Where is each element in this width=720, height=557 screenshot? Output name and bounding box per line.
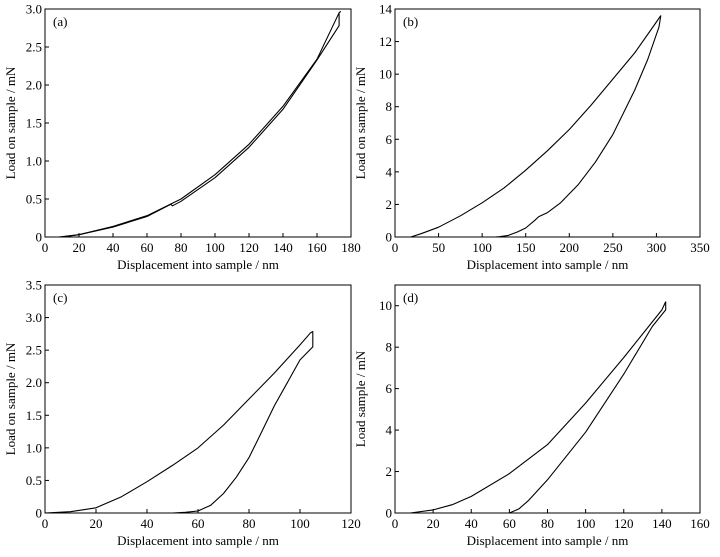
chart-4-unloading-curve	[509, 301, 667, 514]
chart-1-x-tick-label: 180	[341, 240, 361, 255]
chart-2-plot-frame	[394, 8, 701, 238]
chart-4-x-tick-label: 20	[427, 516, 440, 531]
chart-2-y-tick-label: 0	[386, 230, 393, 245]
chart-3-y-tick-label: 0.5	[26, 473, 42, 488]
chart-4-x-tick-label: 40	[465, 516, 478, 531]
chart-3-x-axis-title: Displacement into sample / nm	[117, 533, 279, 548]
chart-4-y-tick-label: 4	[386, 423, 393, 438]
chart-1-x-tick-label: 80	[175, 240, 188, 255]
chart-4-x-tick-label: 80	[541, 516, 554, 531]
chart-3-x-tick-label: 40	[141, 516, 154, 531]
chart-2-x-tick-label: 150	[516, 240, 536, 255]
chart-2-x-tick-label: 250	[603, 240, 623, 255]
chart-4-x-axis-title: Displacement into sample / nm	[467, 533, 629, 548]
chart-1-plot-frame	[44, 8, 352, 238]
chart-2-x-tick-label: 100	[472, 240, 492, 255]
chart-4-y-tick-label: 0	[386, 506, 393, 521]
chart-2-y-tick-label: 2	[386, 197, 393, 212]
chart-1-x-tick-label: 0	[42, 240, 49, 255]
chart-3-y-tick-label: 1.5	[26, 408, 42, 423]
chart-3-y-tick-label: 3.0	[26, 310, 42, 325]
chart-4-x-tick-label: 60	[503, 516, 516, 531]
chart-4-x-tick-label: 100	[576, 516, 596, 531]
chart-1-x-tick-label: 100	[205, 240, 225, 255]
chart-1-y-axis-title: Load on sample / mN	[3, 66, 18, 179]
chart-4-y-tick-label: 10	[379, 298, 392, 313]
chart-1-panel-tag: (a)	[53, 14, 67, 29]
chart-3-y-tick-label: 0	[36, 506, 43, 521]
chart-2-x-tick-label: 350	[690, 240, 710, 255]
chart-3-x-tick-label: 80	[243, 516, 256, 531]
chart-3-unloading-curve	[172, 331, 314, 514]
chart-2-y-axis-title: Load on sample / mN	[353, 66, 368, 179]
chart-4-panel-tag: (d)	[403, 290, 418, 305]
chart-2-y-tick-label: 14	[379, 2, 393, 17]
chart-2-x-tick-label: 300	[647, 240, 667, 255]
chart-4-panel: 0 20 40 60 80 100 120 140 160 0 2 4 6 8 10 Displacement…	[353, 284, 710, 548]
chart-3-x-tick-label: 120	[341, 516, 361, 531]
chart-1-y-tick-label: 2.5	[26, 40, 42, 55]
chart-1-y-tick-label: 0.5	[26, 192, 42, 207]
chart-3-x-tick-label: 100	[290, 516, 310, 531]
chart-1-y-tick-label: 1.5	[26, 116, 42, 131]
chart-2-x-tick-label: 200	[560, 240, 580, 255]
chart-2-loading-curve	[410, 15, 662, 238]
chart-3-loading-curve	[44, 330, 314, 514]
chart-1-y-tick-label: 3.0	[26, 2, 42, 17]
chart-1-x-tick-label: 20	[73, 240, 86, 255]
chart-1-x-tick-label: 160	[307, 240, 327, 255]
chart-3-y-tick-label: 1.0	[26, 440, 42, 455]
chart-1-x-tick-label: 140	[273, 240, 293, 255]
chart-2-x-tick-label: 0	[392, 240, 399, 255]
chart-1-unloading-curve	[61, 12, 340, 238]
chart-4-x-tick-label: 140	[652, 516, 672, 531]
chart-2-panel-tag: (b)	[403, 14, 418, 29]
chart-4-x-tick-label: 0	[392, 516, 399, 531]
chart-3-plot-frame	[44, 284, 352, 514]
chart-2-panel: 0 50 100 150 200 250 300 350 0 2 4 6 8 10 12 14 Displace…	[353, 2, 710, 273]
chart-1-panel: 0 20 40 60 80 100 120 140 160 180 0 0.5 1.0 1.5 2.0 2.5…	[3, 2, 361, 273]
chart-2-x-axis-title: Displacement into sample / nm	[467, 257, 629, 272]
chart-3-panel-tag: (c)	[53, 290, 67, 305]
chart-2-y-tick-label: 12	[379, 34, 392, 49]
chart-2-y-tick-label: 6	[386, 132, 393, 147]
chart-4-x-tick-label: 160	[690, 516, 710, 531]
chart-2-unloading-curve	[495, 15, 662, 238]
chart-2-x-tick-label: 50	[432, 240, 445, 255]
chart-2-y-tick-label: 4	[386, 164, 393, 179]
chart-1-y-tick-label: 0	[36, 230, 43, 245]
chart-3-y-axis-title: Load on sample / mN	[3, 342, 18, 455]
chart-3-x-tick-label: 20	[90, 516, 103, 531]
chart-2-y-tick-label: 10	[379, 67, 392, 82]
chart-4-y-tick-label: 6	[386, 381, 393, 396]
chart-3-x-tick-label: 60	[192, 516, 205, 531]
chart-4-y-tick-label: 8	[386, 340, 393, 355]
chart-1-x-tick-label: 120	[239, 240, 259, 255]
chart-3-y-tick-label: 2.0	[26, 375, 42, 390]
chart-4-y-axis-title: Load sample / mN	[353, 350, 368, 447]
chart-2-y-tick-label: 8	[386, 99, 393, 114]
chart-1-y-tick-label: 2.0	[26, 78, 42, 93]
chart-3-y-tick-label: 3.5	[26, 278, 42, 293]
chart-1-x-axis-title: Displacement into sample / nm	[117, 257, 279, 272]
chart-1-y-tick-label: 1.0	[26, 154, 42, 169]
chart-3-y-tick-label: 2.5	[26, 343, 42, 358]
chart-3-panel: 0 20 40 60 80 100 120 0 0.5 1.0 1.5 2.0 2.5 3.0 3.5 Dis…	[3, 278, 361, 549]
chart-1-loading-curve	[58, 10, 342, 238]
chart-4-x-tick-label: 120	[614, 516, 634, 531]
chart-1-x-tick-label: 60	[141, 240, 154, 255]
chart-4-y-tick-label: 2	[386, 464, 393, 479]
chart-3-x-tick-label: 0	[42, 516, 49, 531]
chart-4-loading-curve	[410, 301, 667, 514]
chart-1-x-tick-label: 40	[107, 240, 120, 255]
